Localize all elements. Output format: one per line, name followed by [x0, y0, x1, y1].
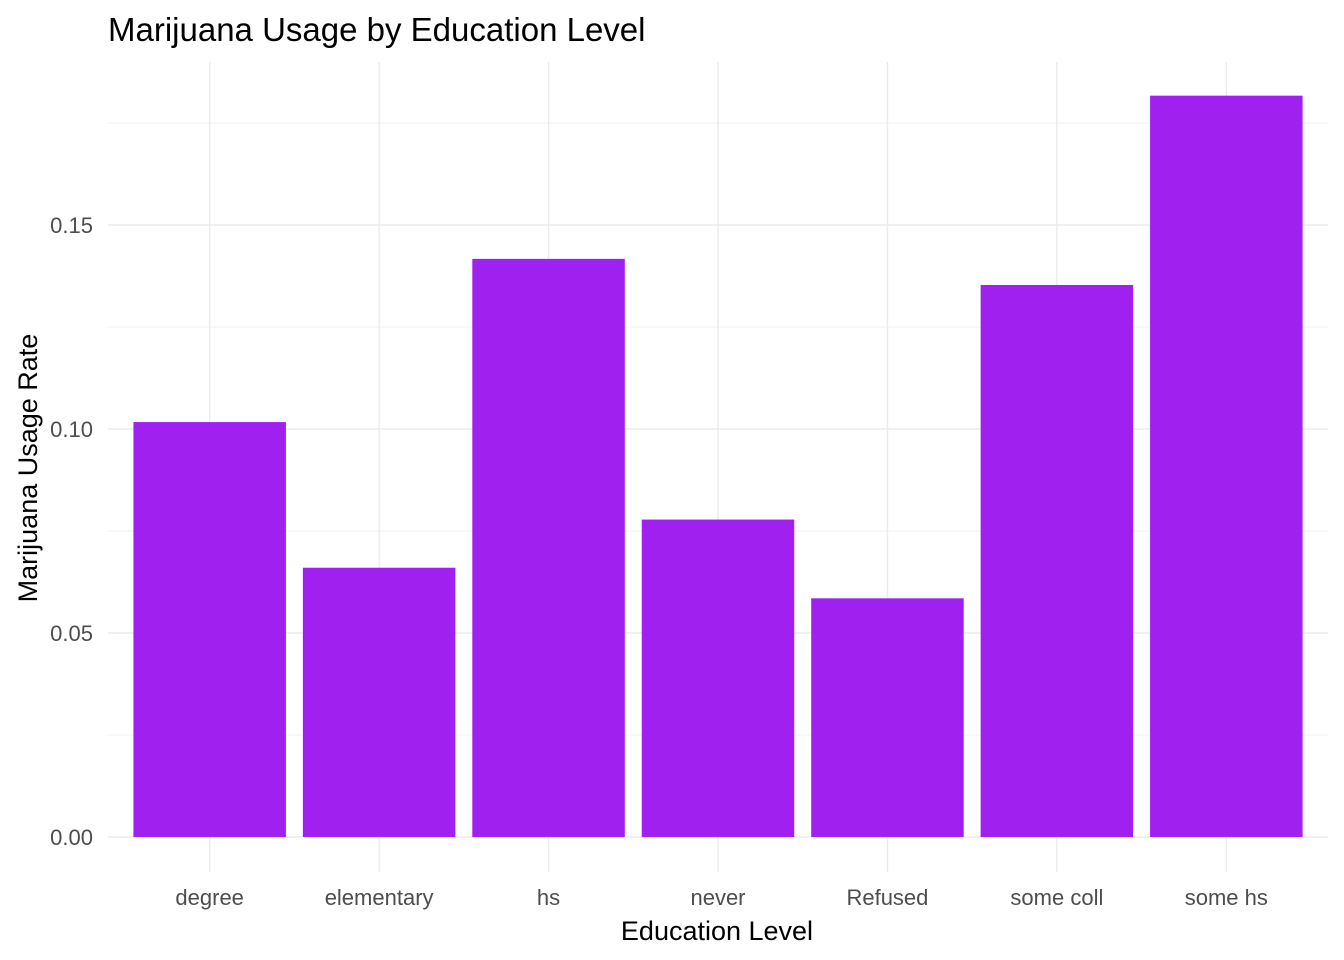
x-tick-label: degree — [175, 885, 244, 910]
y-tick-label: 0.15 — [50, 213, 93, 238]
x-tick-label: elementary — [325, 885, 434, 910]
x-tick-label: hs — [537, 885, 560, 910]
y-tick-label: 0.10 — [50, 417, 93, 442]
x-tick-label: Refused — [846, 885, 928, 910]
x-axis-ticks: degree elementary hs never Refused some coll s… — [175, 885, 1268, 910]
bar-hs — [472, 258, 625, 837]
bar-degree — [133, 422, 286, 837]
bar-never — [641, 519, 795, 837]
x-tick-label: never — [690, 885, 745, 910]
x-tick-label: some coll — [1010, 885, 1103, 910]
bar-some-hs — [1150, 95, 1303, 837]
chart-title: Marijuana Usage by Education Level — [108, 11, 646, 48]
bar-refused — [811, 598, 964, 837]
x-axis-title: Education Level — [621, 916, 813, 946]
bar-some-coll — [980, 284, 1134, 837]
y-axis-ticks: 0.00 0.05 0.10 0.15 — [50, 213, 93, 850]
bar-elementary — [302, 567, 456, 837]
y-tick-label: 0.00 — [50, 825, 93, 850]
bars — [133, 95, 1303, 837]
y-tick-label: 0.05 — [50, 621, 93, 646]
y-axis-title: Marijuana Usage Rate — [13, 334, 43, 603]
x-tick-label: some hs — [1185, 885, 1268, 910]
